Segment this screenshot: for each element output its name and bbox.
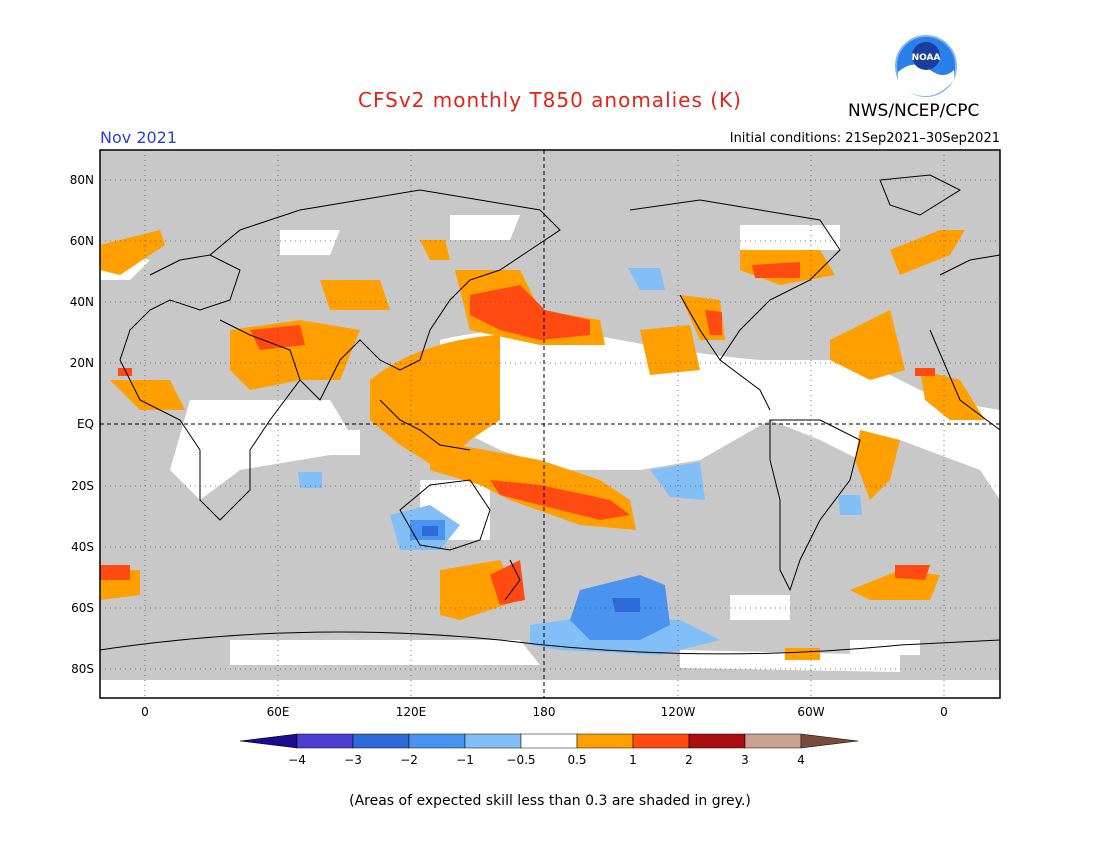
colorbar-label: 3	[741, 753, 749, 767]
colorbar-cell	[688, 733, 746, 749]
lat-label: 20N	[69, 356, 94, 370]
colorbar-cell	[520, 733, 578, 749]
colorbar-label: −0.5	[506, 753, 536, 767]
lon-label: 60E	[266, 705, 290, 719]
lon-label: 0	[940, 705, 948, 719]
footnote: (Areas of expected skill less than 0.3 a…	[349, 793, 751, 809]
colorbar-cell	[464, 733, 522, 749]
lon-label: 120W	[660, 705, 696, 719]
strong-warm-regions	[100, 262, 935, 605]
colorbar-cell	[576, 733, 634, 749]
strongest-cool-region	[422, 526, 640, 612]
colorbar-label: 4	[797, 753, 805, 767]
colorbar-cell	[239, 733, 298, 749]
colorbar-label: −1	[456, 753, 474, 767]
lat-label: 60N	[69, 234, 94, 248]
colorbar-cell	[800, 733, 859, 749]
logo-text: NOAA	[912, 53, 941, 63]
colorbar-label: 1	[629, 753, 637, 767]
lat-label: 20S	[71, 479, 94, 493]
initial-conditions: Initial conditions: 21Sep2021–30Sep2021	[729, 131, 1000, 146]
lon-label: 180	[532, 705, 556, 719]
coastlines	[99, 174, 1001, 655]
colorbar-label: −4	[288, 753, 306, 767]
colorbar-label: 0.5	[567, 753, 587, 767]
map-title: CFSv2 monthly T850 anomalies (K)	[358, 88, 742, 112]
colorbar-cell	[744, 733, 802, 749]
valid-month: Nov 2021	[100, 128, 178, 147]
lat-label: 40S	[71, 540, 94, 554]
colorbar	[239, 733, 859, 749]
colorbar-cell	[632, 733, 690, 749]
colorbar-cell	[296, 733, 354, 749]
lat-label: 80N	[69, 173, 94, 187]
colorbar-label: −2	[400, 753, 418, 767]
colorbar-label: −3	[344, 753, 362, 767]
colorbar-label: 2	[685, 753, 693, 767]
lon-label: 0	[141, 705, 149, 719]
lon-label: 120E	[395, 705, 427, 719]
lat-label: 40N	[69, 295, 94, 309]
lat-label: 60S	[71, 601, 94, 615]
colorbar-cell	[352, 733, 410, 749]
agency-label: NWS/NCEP/CPC	[848, 101, 980, 121]
lon-label: 60W	[797, 705, 825, 719]
lat-label: EQ	[76, 417, 94, 431]
colorbar-cell	[408, 733, 466, 749]
noaa-logo-icon: NOAA	[895, 35, 957, 97]
lat-label: 80S	[71, 662, 94, 676]
map-area	[99, 149, 1001, 699]
graticule	[100, 150, 1000, 698]
